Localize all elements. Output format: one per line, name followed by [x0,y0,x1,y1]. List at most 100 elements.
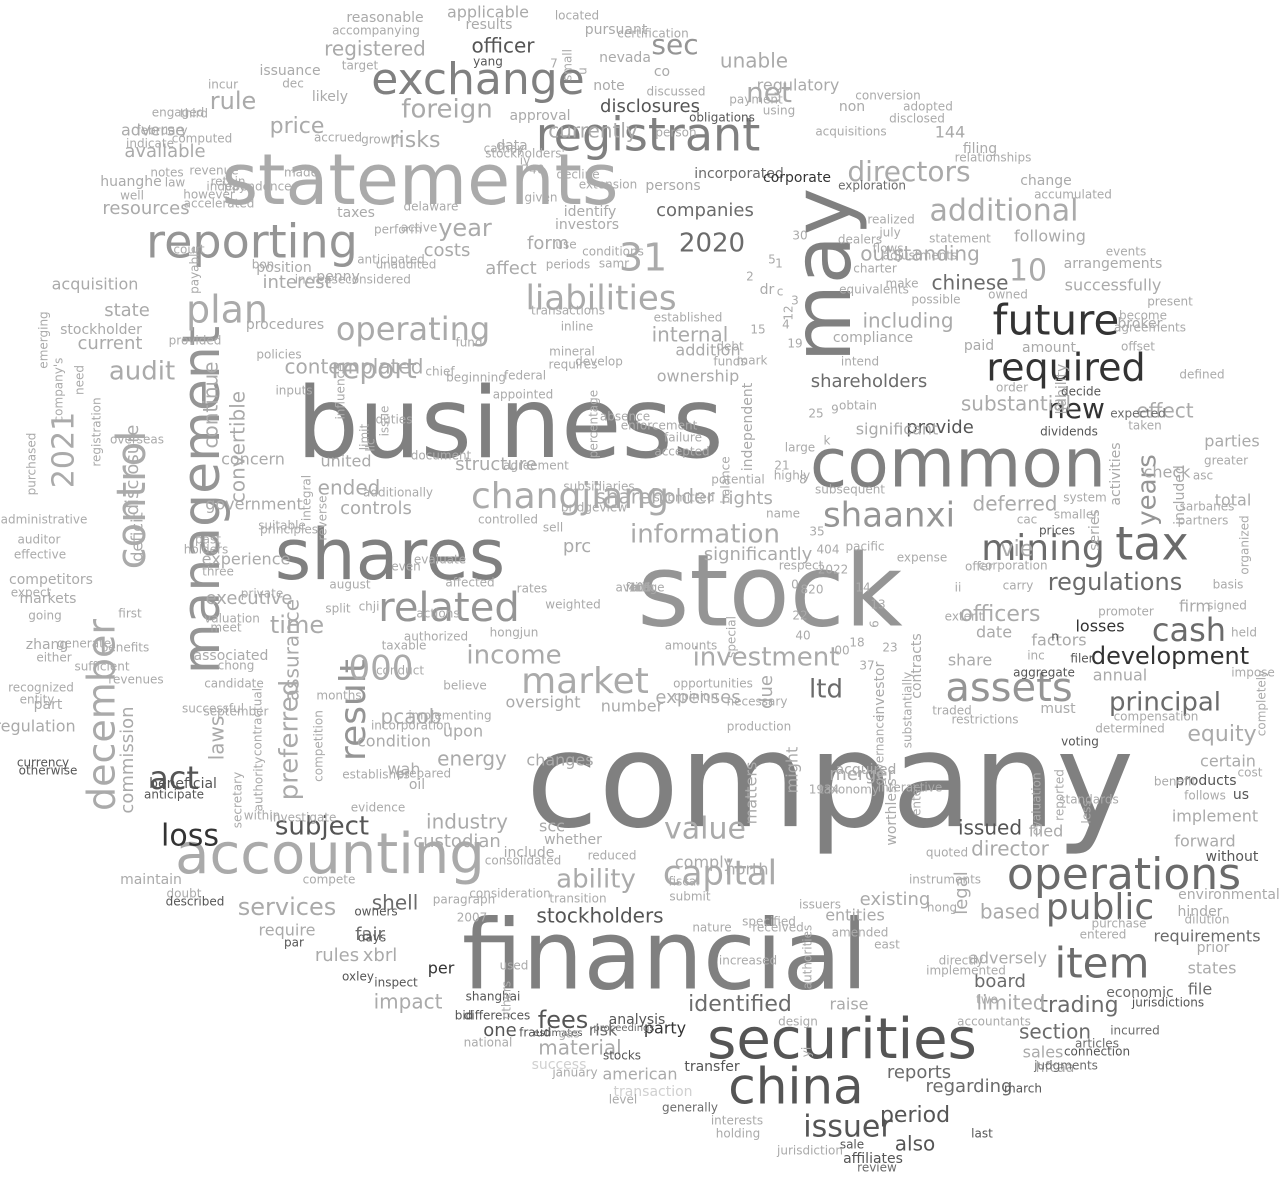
cloud-word: present [1147,295,1193,309]
cloud-word: consolidated [485,854,561,868]
cloud-word: national [464,1036,513,1050]
cloud-word: recognized [8,681,74,695]
cloud-word: production [727,720,791,734]
cloud-word: years [1133,454,1163,526]
cloud-word: registered [324,37,426,61]
cloud-word: officers [960,602,1041,627]
cloud-word: competitors [9,572,93,588]
cloud-word: officer [471,34,535,58]
cloud-word: established [654,311,723,325]
cloud-word: accelerated [184,197,255,211]
cloud-word: past [195,533,221,547]
cloud-word: amounts [665,639,718,653]
cloud-word: growth [361,133,403,147]
cloud-word: arrangements [1064,256,1163,272]
cloud-word: 2021 [47,412,82,488]
cloud-word: raise [829,995,868,1014]
cloud-word: issuers [799,898,841,912]
cloud-word: date [976,623,1012,642]
cloud-word: require [259,921,316,940]
cloud-word: audit [109,357,175,387]
cloud-word: time [270,611,324,639]
cloud-word: jurisdictions [1131,996,1204,1010]
cloud-word: decline [556,168,599,182]
cloud-word: 13 [870,598,885,612]
cloud-word: note [593,78,625,94]
cloud-word: partners [1178,514,1229,528]
cloud-word: legal [951,871,972,915]
cloud-word: sales [1023,1043,1064,1062]
cloud-word: pacific [845,540,884,554]
cloud-word: subsidiaries [563,480,634,494]
cloud-word: offer [965,560,993,574]
cloud-word: beginning [446,371,506,385]
cloud-word: others [500,981,514,1019]
cloud-word: successfully [1065,276,1162,295]
cloud-word: deferred [973,492,1058,516]
cloud-word: samr [599,257,629,271]
cloud-word: reports [887,1062,951,1083]
cloud-word: promoter [1098,605,1154,619]
cloud-word: evidence [351,801,405,815]
cloud-word: limit [358,424,372,451]
cloud-word: level [609,1093,638,1107]
cloud-word: computed [172,132,233,146]
cloud-word: structure [455,454,537,475]
cloud-word: reverse [316,495,330,540]
cloud-word: yang [473,55,503,69]
cloud-word: carry [1003,579,1034,593]
cloud-word: implemented [926,964,1006,978]
cloud-word: wah [387,760,420,779]
cloud-word: united [321,452,372,471]
cloud-word: analysis [609,1012,666,1028]
cloud-word: losses [1075,617,1124,636]
cloud-word: received [752,921,803,935]
cloud-word: investor [872,661,888,718]
cloud-word: identified [688,992,792,1017]
cloud-word: smaller [1054,508,1098,522]
cloud-word: restrictions [951,713,1018,727]
cloud-word: comply [675,853,733,872]
cloud-word: iii [635,581,645,595]
cloud-word: average [615,581,664,595]
cloud-word: policies [256,348,301,362]
cloud-word: fraud [519,1026,551,1040]
cloud-word: u [576,67,590,75]
cloud-word: necessary [727,695,788,709]
cloud-word: 7 [550,57,558,71]
cloud-word: shaanxi [823,496,955,536]
cloud-word: use [555,238,576,252]
cloud-word: interest [262,272,331,293]
cloud-word: become [1119,309,1167,323]
cloud-word: certification [617,27,688,41]
cloud-word: obligations [689,111,755,125]
cloud-word: continue [199,362,223,449]
cloud-word: filing [963,141,997,157]
cloud-word: investigate [270,811,337,825]
cloud-word: july [878,226,900,240]
cloud-word: opinion [674,690,718,704]
cloud-word: new [1047,392,1105,425]
cloud-word: reasonable [346,10,423,26]
cloud-word: might [783,747,802,794]
cloud-word: relationships [955,151,1032,165]
cloud-word: acquisition [52,275,139,294]
cloud-word: required [986,346,1145,390]
cloud-word: independent [740,382,756,471]
cloud-word: broker [1118,316,1163,332]
cloud-word: significant [856,420,939,439]
cloud-word: upon [443,722,483,741]
cloud-word: xbrl [363,945,397,966]
cloud-word: commission [117,706,138,813]
cloud-word: corporate [763,170,831,186]
cloud-word: experience [202,550,291,569]
cloud-word: inputs [275,384,312,398]
cloud-word: provided [169,334,222,348]
cloud-word: need [73,365,87,395]
cloud-word: number [601,697,664,716]
cloud-word: effective [14,548,66,562]
cloud-word: deficit [128,512,147,562]
cloud-word: net [746,76,792,109]
cloud-word: regulations [1048,568,1182,596]
